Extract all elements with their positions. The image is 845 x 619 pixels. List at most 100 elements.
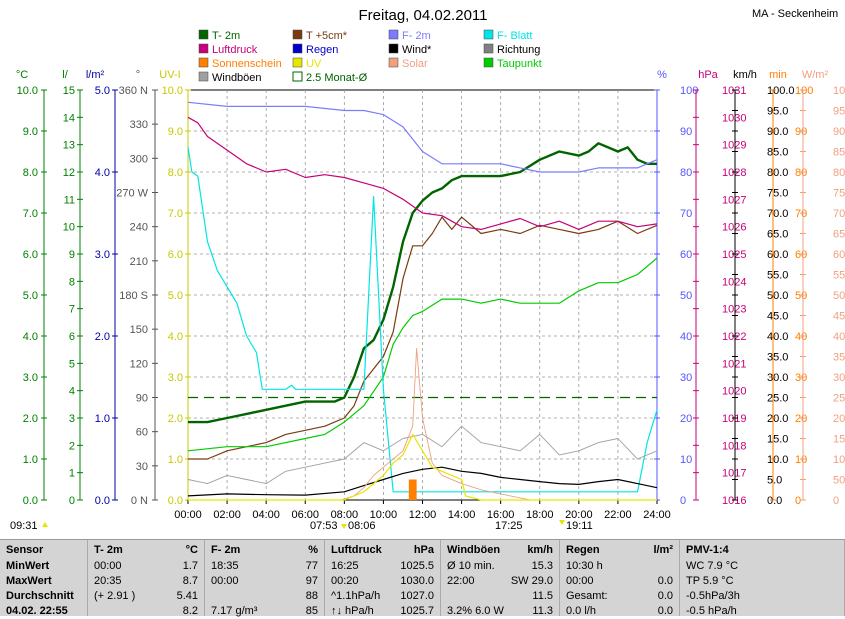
stats-cell-left: ↑↓ hPa/h [331, 605, 374, 617]
axis-tick-label-direction: 210 [130, 256, 148, 268]
axis-tick-label-solar: 700 [833, 208, 845, 220]
axis-tick-label-solar: 850 [833, 147, 845, 159]
axis-tick-label-uv: 0.0 [168, 495, 183, 507]
legend-label: Solar [402, 58, 428, 70]
series-windb-en [187, 425, 658, 485]
axis-tick-label-pressure: 1023 [722, 304, 746, 316]
axis-tick-label-minutes: 90 [795, 126, 807, 138]
stats-row: 20:35 8.7 [94, 575, 198, 589]
axis-tick-label-pressure: 1020 [722, 386, 746, 398]
axis-tick-label-solar: 600 [833, 249, 845, 261]
legend-label: Taupunkt [497, 58, 542, 70]
axis-tick-label-solar: 250 [833, 393, 845, 405]
stats-column: PMV-1:4 WC 7.9 °C TP 5.9 °C -0.5hPa/3h -0.5 … [680, 540, 845, 617]
axis-tick-label-direction: 330 [130, 119, 148, 131]
axis-tick-label-temp: 0.0 [23, 495, 38, 507]
axis-tick-label-minutes: 20 [795, 413, 807, 425]
legend-swatch [292, 43, 303, 54]
stats-row: 04.02. 22:55 [6, 605, 81, 619]
axis-unit-minutes: min [769, 69, 787, 81]
page-title: Freitag, 04.02.2011 [359, 7, 488, 24]
axis-tick-label-rain_lh: 12 [63, 167, 75, 179]
time-tick-label: 06:00 [291, 509, 319, 521]
weather-chart: Freitag, 04.02.2011 MA - Seckenheim T- 2m T… [10, 7, 845, 532]
time-tick-label: 02:00 [213, 509, 241, 521]
axis-tick-label-humidity: 40 [680, 331, 692, 343]
stats-row: 00:00 1.7 [94, 560, 198, 574]
legend-swatch [198, 29, 209, 40]
stats-cell-right: 77 [305, 560, 318, 572]
axis-tick-label-uv: 7.0 [168, 208, 183, 220]
axis-tick-label-uv: 3.0 [168, 372, 183, 384]
stats-row: 00:00 97 [211, 575, 318, 589]
axis-unit-rain_lh: l/ [62, 69, 68, 81]
axis-tick-label-direction: 240 [130, 222, 148, 234]
stats-cell-right: 1025.5 [400, 560, 434, 572]
axis-tick-label-rain_lm2: 4.0 [95, 167, 110, 179]
time-tick-label: 16:00 [487, 509, 515, 521]
stats-cell-left: 00:00 [211, 575, 239, 587]
stats-header-label: Luftdruck [331, 544, 382, 556]
stats-cell-left: ^1.1hPa/h [331, 590, 381, 602]
legend-label: T- 2m [212, 30, 240, 42]
axis-tick-label-solar: 300 [833, 372, 845, 384]
axis-unit-temp: °C [16, 69, 28, 81]
stats-column: F- 2m% 18:35 77 00:00 97 88 7.17 g/m³ 85 [205, 540, 325, 617]
axis-tick-label-solar: 650 [833, 229, 845, 241]
stats-cell-left: 7.17 g/m³ [211, 605, 258, 617]
stats-header: Regen l/m² [566, 544, 673, 558]
axis-tick-label-uv: 4.0 [168, 331, 183, 343]
axis-tick-label-wind: 0.0 [767, 495, 782, 507]
axis-tick-label-direction: 90 [136, 393, 148, 405]
stats-row: Ø 10 min. 15.3 [447, 560, 553, 574]
axis-tick-label-wind: 55.0 [767, 270, 788, 282]
axis-tick-label-rain_lh: 2 [69, 440, 75, 452]
axis-tick-label-uv: 1.0 [168, 454, 183, 466]
stats-header: Windböen km/h [447, 544, 553, 558]
axis-tick-label-minutes: 0 [795, 495, 801, 507]
time-tick-label: 24:00 [643, 509, 671, 521]
stats-header-unit: l/m² [653, 544, 673, 556]
stats-cell-right: 1027.0 [400, 590, 434, 602]
axis-tick-label-direction: 120 [130, 358, 148, 370]
axis-tick-label-wind: 5.0 [767, 475, 782, 487]
axis-tick-label-wind: 50.0 [767, 290, 788, 302]
axis-tick-label-humidity: 80 [680, 167, 692, 179]
axis-tick-label-minutes: 100 [795, 85, 813, 97]
stats-row: 11.5 [447, 590, 553, 604]
legend-swatch [198, 43, 209, 54]
axis-tick-label-uv: 6.0 [168, 249, 183, 261]
stats-cell-left: 00:20 [331, 575, 359, 587]
stats-header: F- 2m% [211, 544, 318, 558]
stats-cell-left: Gesamt: [566, 590, 608, 602]
axis-tick-label-pressure: 1017 [722, 468, 746, 480]
axis-tick-label-direction: 180 S [119, 290, 148, 302]
sun-icon [559, 520, 565, 525]
axis-tick-label-solar: 750 [833, 188, 845, 200]
series-t-2m [188, 142, 657, 424]
axis-tick-label-direction: 0 N [131, 495, 148, 507]
axis-tick-label-humidity: 10 [680, 454, 692, 466]
stats-cell-left: 04.02. 22:55 [6, 605, 68, 617]
stats-cell-left: -0.5hPa/3h [686, 590, 740, 602]
sun-icon [341, 524, 347, 529]
axis-tick-label-pressure: 1021 [722, 358, 746, 370]
axis-tick-label-rain_lh: 11 [64, 194, 75, 206]
legend-label: F- Blatt [497, 30, 532, 42]
sunrise-label: 09:31 [10, 520, 38, 532]
stats-cell-right: 97 [305, 575, 318, 587]
axis-tick-label-minutes: 30 [795, 372, 807, 384]
stats-row: 00:00 0.0 [566, 575, 673, 589]
stats-row: 8.2 [94, 605, 198, 619]
stats-header-label: Windböen [447, 544, 501, 556]
sunset-time: 17:25 [495, 520, 523, 532]
stats-row: (+ 2.91 ) 5.41 [94, 590, 198, 604]
axis-tick-label-direction: 270 W [116, 188, 148, 200]
axis-tick-label-pressure: 1024 [722, 276, 746, 288]
axis-tick-label-rain_lh: 5 [69, 358, 75, 370]
axis-tick-label-minutes: 60 [795, 249, 807, 261]
stats-cell-left: 22:00 [447, 575, 475, 587]
axis-tick-label-rain_lh: 13 [63, 140, 75, 152]
axis-tick-label-pressure: 1029 [722, 140, 746, 152]
axis-tick-label-minutes: 40 [795, 331, 807, 343]
